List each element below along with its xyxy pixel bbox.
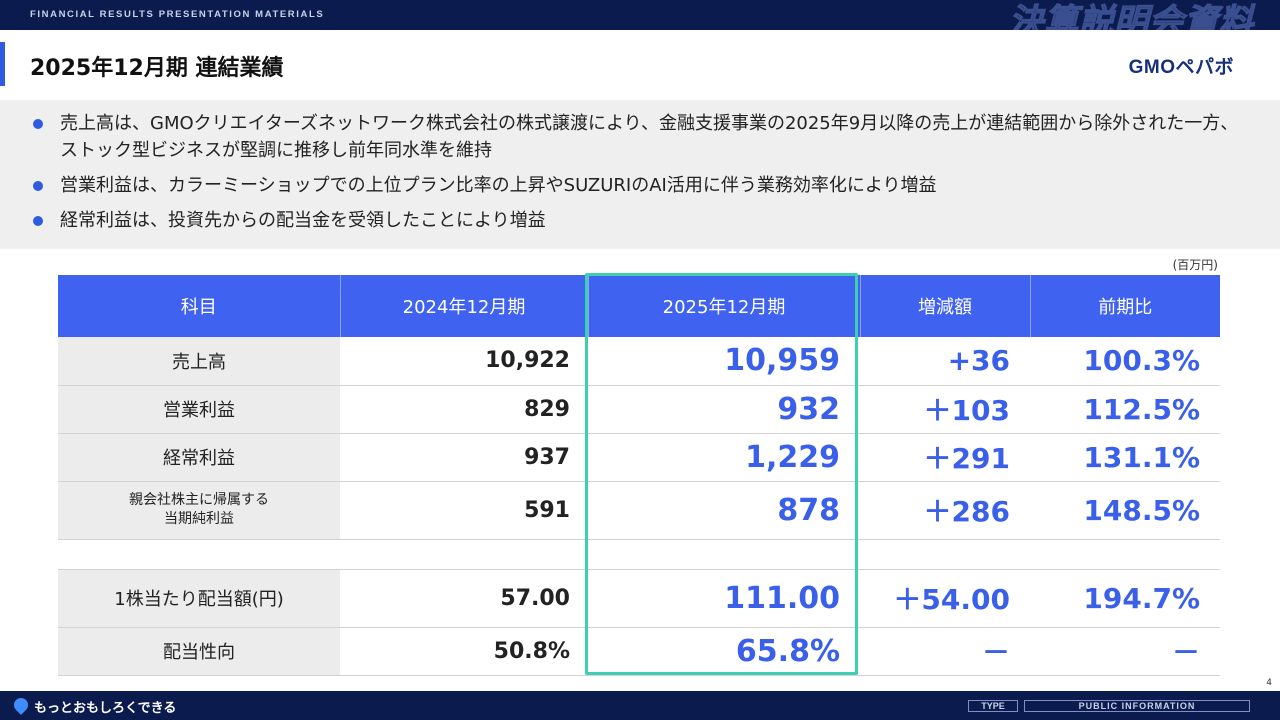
yoy-value: 194.7% bbox=[1030, 569, 1220, 628]
summary-bullet: 売上高は、GMOクリエイターズネットワーク株式会社の株式譲渡により、金融支援事業… bbox=[30, 110, 1250, 164]
row-label: 営業利益 bbox=[58, 385, 340, 434]
current-value: 878 bbox=[588, 481, 860, 540]
footer-info-label: PUBLIC INFORMATION bbox=[1024, 700, 1250, 712]
page-number: 4 bbox=[1266, 678, 1272, 688]
company-logo: GMOペパボ bbox=[1128, 57, 1234, 78]
footer-tagline: もっとおもしろくできる bbox=[34, 701, 177, 716]
current-value: 111.00 bbox=[588, 569, 860, 628]
header-item: 科目 bbox=[58, 275, 341, 337]
spacer-cell bbox=[860, 539, 1030, 570]
yoy-value: 148.5% bbox=[1030, 481, 1220, 540]
table-row: 親会社株主に帰属する 当期純利益 591 878 ＋286 148.5% bbox=[58, 481, 1220, 540]
row-label: 売上高 bbox=[58, 337, 340, 386]
prev-value: 829 bbox=[340, 385, 588, 434]
yoy-value: 100.3% bbox=[1030, 337, 1220, 386]
table-row: 1株当たり配当額(円) 57.00 111.00 ＋54.00 194.7% bbox=[58, 569, 1220, 628]
bullet-dot-icon bbox=[33, 119, 43, 129]
change-value: ＋103 bbox=[860, 385, 1030, 434]
current-value: 1,229 bbox=[588, 433, 860, 482]
current-value: 10,959 bbox=[588, 337, 860, 386]
row-label: 親会社株主に帰属する 当期純利益 bbox=[58, 481, 340, 540]
yoy-value: 131.1% bbox=[1030, 433, 1220, 482]
table-row: 経常利益 937 1,229 ＋291 131.1% bbox=[58, 433, 1220, 482]
change-value: ＋54.00 bbox=[860, 569, 1030, 628]
table-row: 配当性向 50.8% 65.8% － － bbox=[58, 627, 1220, 676]
header-fy2024: 2024年12月期 bbox=[340, 275, 589, 337]
header-fy2025: 2025年12月期 bbox=[588, 275, 861, 337]
title-area: 2025年12月期 連結業績 GMOペパボ bbox=[0, 30, 1280, 100]
spacer-cell bbox=[588, 539, 860, 570]
prev-value: 57.00 bbox=[340, 569, 588, 628]
prev-value: 50.8% bbox=[340, 627, 588, 676]
row-label: 配当性向 bbox=[58, 627, 340, 676]
spacer-cell bbox=[340, 539, 588, 570]
spacer-cell bbox=[1030, 539, 1220, 570]
summary-bullet: 営業利益は、カラーミーショップでの上位プラン比率の上昇やSUZURIのAI活用に… bbox=[30, 172, 1250, 199]
footer-type-label: TYPE bbox=[968, 700, 1018, 712]
unit-label: (百万円) bbox=[1172, 258, 1218, 272]
bullet-dot-icon bbox=[33, 216, 43, 226]
header-yoy: 前期比 bbox=[1030, 275, 1220, 337]
financial-results-table: 科目 2024年12月期 2025年12月期 増減額 前期比 売上高 10,92… bbox=[58, 275, 1220, 676]
table-header-row: 科目 2024年12月期 2025年12月期 増減額 前期比 bbox=[58, 275, 1220, 337]
summary-text: 売上高は、GMOクリエイターズネットワーク株式会社の株式譲渡により、金融支援事業… bbox=[60, 113, 1239, 161]
header-change: 増減額 bbox=[860, 275, 1031, 337]
table-row: 売上高 10,922 10,959 +36 100.3% bbox=[58, 337, 1220, 386]
prev-value: 10,922 bbox=[340, 337, 588, 386]
current-value: 932 bbox=[588, 385, 860, 434]
summary-box: 売上高は、GMOクリエイターズネットワーク株式会社の株式譲渡により、金融支援事業… bbox=[0, 100, 1280, 249]
yoy-value: 112.5% bbox=[1030, 385, 1220, 434]
table-row: 営業利益 829 932 ＋103 112.5% bbox=[58, 385, 1220, 434]
table-spacer-row bbox=[58, 539, 1220, 570]
row-label: 1株当たり配当額(円) bbox=[58, 569, 340, 628]
summary-text: 経常利益は、投資先からの配当金を受領したことにより増益 bbox=[60, 210, 546, 231]
speech-bubble-icon bbox=[11, 695, 31, 715]
prev-value: 591 bbox=[340, 481, 588, 540]
top-bar: FINANCIAL RESULTS PRESENTATION MATERIALS… bbox=[0, 0, 1280, 43]
bullet-dot-icon bbox=[33, 181, 43, 191]
change-value: +36 bbox=[860, 337, 1030, 386]
spacer-cell bbox=[58, 539, 340, 570]
yoy-value: － bbox=[1030, 627, 1220, 676]
footer-bar: もっとおもしろくできる TYPE PUBLIC INFORMATION bbox=[0, 691, 1280, 720]
current-value: 65.8% bbox=[588, 627, 860, 676]
summary-text: 営業利益は、カラーミーショップでの上位プラン比率の上昇やSUZURIのAI活用に… bbox=[60, 175, 937, 196]
title-accent-bar bbox=[0, 42, 5, 86]
summary-bullet: 経常利益は、投資先からの配当金を受領したことにより増益 bbox=[30, 207, 1250, 234]
change-value: ＋291 bbox=[860, 433, 1030, 482]
prev-value: 937 bbox=[340, 433, 588, 482]
page-title: 2025年12月期 連結業績 bbox=[30, 56, 284, 81]
row-label: 経常利益 bbox=[58, 433, 340, 482]
top-bar-label: FINANCIAL RESULTS PRESENTATION MATERIALS bbox=[30, 9, 325, 20]
change-value: ＋286 bbox=[860, 481, 1030, 540]
change-value: － bbox=[860, 627, 1030, 676]
